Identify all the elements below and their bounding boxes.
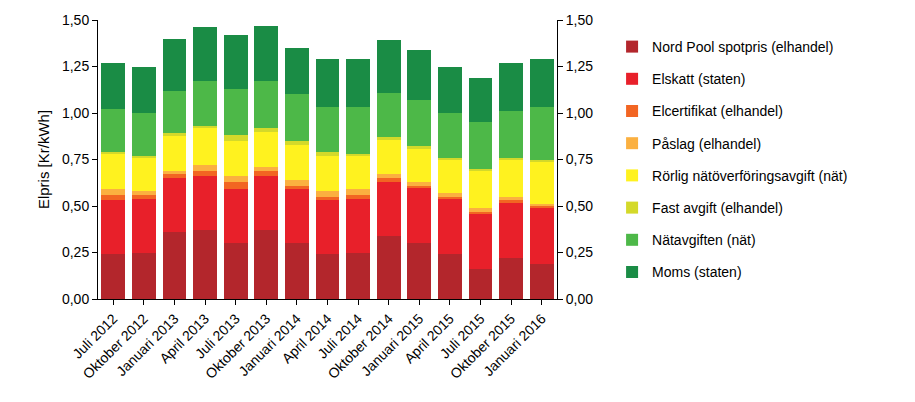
svg-text:1,25: 1,25 — [566, 58, 593, 74]
svg-text:1,00: 1,00 — [62, 105, 89, 121]
svg-text:Oktober 2014: Oktober 2014 — [324, 310, 395, 381]
svg-text:1,25: 1,25 — [62, 58, 89, 74]
svg-text:0,00: 0,00 — [566, 291, 593, 307]
svg-text:Juli 2015: Juli 2015 — [437, 310, 488, 361]
svg-text:1,00: 1,00 — [566, 105, 593, 121]
svg-text:Juli 2012: Juli 2012 — [69, 310, 120, 361]
svg-text:Januari 2016: Januari 2016 — [480, 310, 549, 379]
svg-text:0,75: 0,75 — [62, 151, 89, 167]
svg-text:Oktober 2012: Oktober 2012 — [80, 310, 151, 381]
svg-text:Juli 2013: Juli 2013 — [192, 310, 243, 361]
svg-text:April 2013: April 2013 — [156, 310, 212, 366]
svg-text:Moms (staten): Moms (staten) — [652, 264, 741, 280]
svg-text:Nord Pool spotpris (elhandel): Nord Pool spotpris (elhandel) — [652, 39, 833, 55]
svg-text:0,50: 0,50 — [62, 198, 89, 214]
svg-text:0,00: 0,00 — [62, 291, 89, 307]
svg-text:1,50: 1,50 — [62, 12, 89, 28]
svg-text:0,75: 0,75 — [566, 151, 593, 167]
svg-text:Oktober 2013: Oktober 2013 — [202, 310, 273, 381]
svg-text:Juli 2014: Juli 2014 — [314, 310, 365, 361]
svg-text:1,50: 1,50 — [566, 12, 593, 28]
svg-text:April 2014: April 2014 — [279, 310, 335, 366]
svg-text:Elskatt (staten): Elskatt (staten) — [652, 71, 745, 87]
svg-text:Oktober 2015: Oktober 2015 — [447, 310, 518, 381]
svg-text:0,25: 0,25 — [566, 244, 593, 260]
svg-text:Påslag (elhandel): Påslag (elhandel) — [652, 136, 761, 152]
svg-text:Elcertifikat (elhandel): Elcertifikat (elhandel) — [652, 103, 783, 119]
svg-text:Januari 2013: Januari 2013 — [113, 310, 182, 379]
svg-text:Januari 2015: Januari 2015 — [358, 310, 427, 379]
svg-text:Januari 2014: Januari 2014 — [235, 310, 304, 379]
svg-text:0,50: 0,50 — [566, 198, 593, 214]
svg-text:0,25: 0,25 — [62, 244, 89, 260]
svg-text:Fast avgift (elhandel): Fast avgift (elhandel) — [652, 200, 783, 216]
svg-text:Elpris [Kr/kWh]: Elpris [Kr/kWh] — [35, 110, 52, 209]
svg-text:Rörlig nätöverföringsavgift (n: Rörlig nätöverföringsavgift (nät) — [652, 168, 847, 184]
svg-text:Nätavgiften (nät): Nätavgiften (nät) — [652, 232, 756, 248]
svg-text:April 2015: April 2015 — [401, 310, 457, 366]
